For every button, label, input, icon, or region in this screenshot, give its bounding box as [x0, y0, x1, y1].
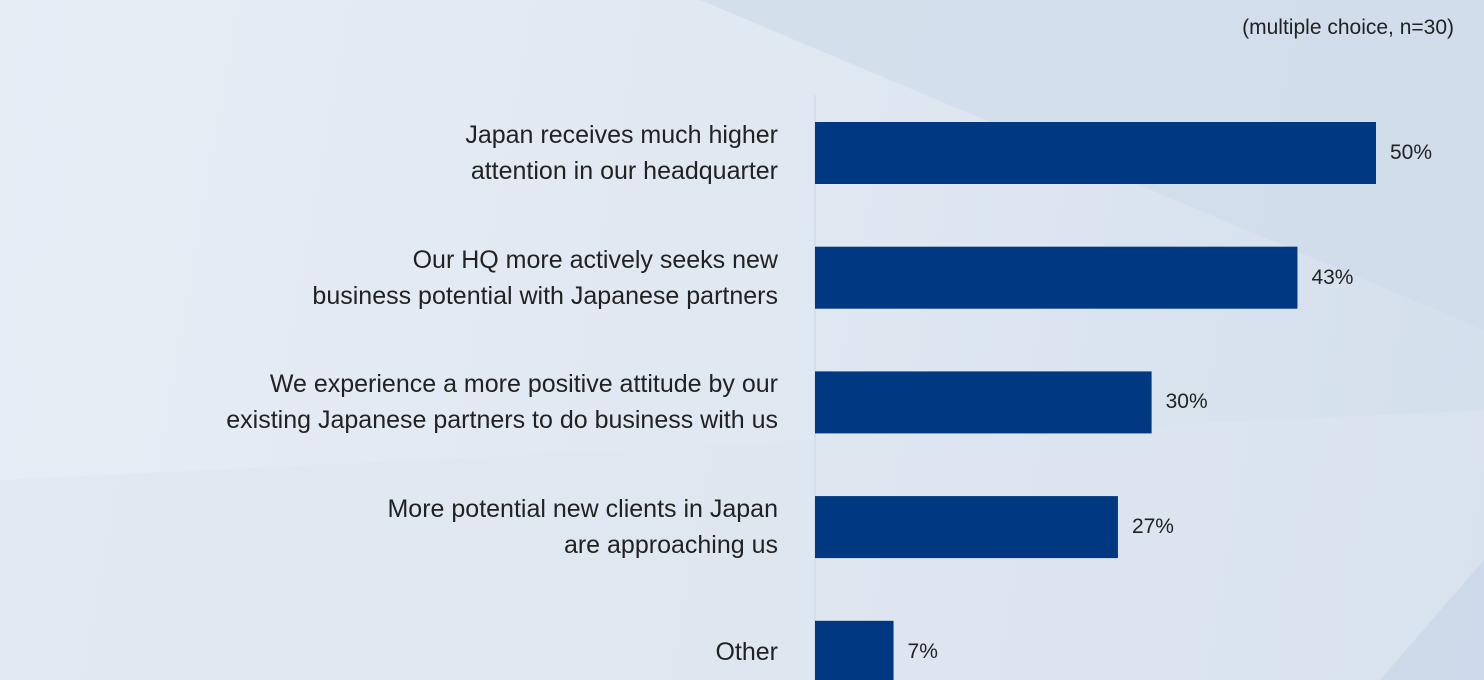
subtitle: (multiple choice, n=30) — [1242, 16, 1454, 39]
bar — [815, 246, 1298, 309]
bar — [815, 122, 1376, 184]
category-label: Our HQ more actively seeks new business … — [312, 245, 778, 310]
category-label: Other — [715, 637, 778, 666]
value-label: 27% — [1131, 515, 1174, 539]
background-shape — [1380, 560, 1484, 680]
bar — [815, 371, 1152, 434]
category-label: Japan receives much higher attention in … — [465, 121, 778, 185]
category-label: We experience a more positive attitude b… — [226, 370, 778, 435]
value-label: 7% — [907, 639, 938, 663]
background-shape — [0, 410, 1484, 680]
bar — [815, 496, 1118, 559]
value-label: 30% — [1165, 390, 1208, 414]
category-label: More potential new clients in Japan are … — [387, 495, 778, 560]
value-label: 50% — [1390, 141, 1433, 164]
bar — [815, 620, 894, 680]
value-label: 43% — [1311, 265, 1354, 289]
